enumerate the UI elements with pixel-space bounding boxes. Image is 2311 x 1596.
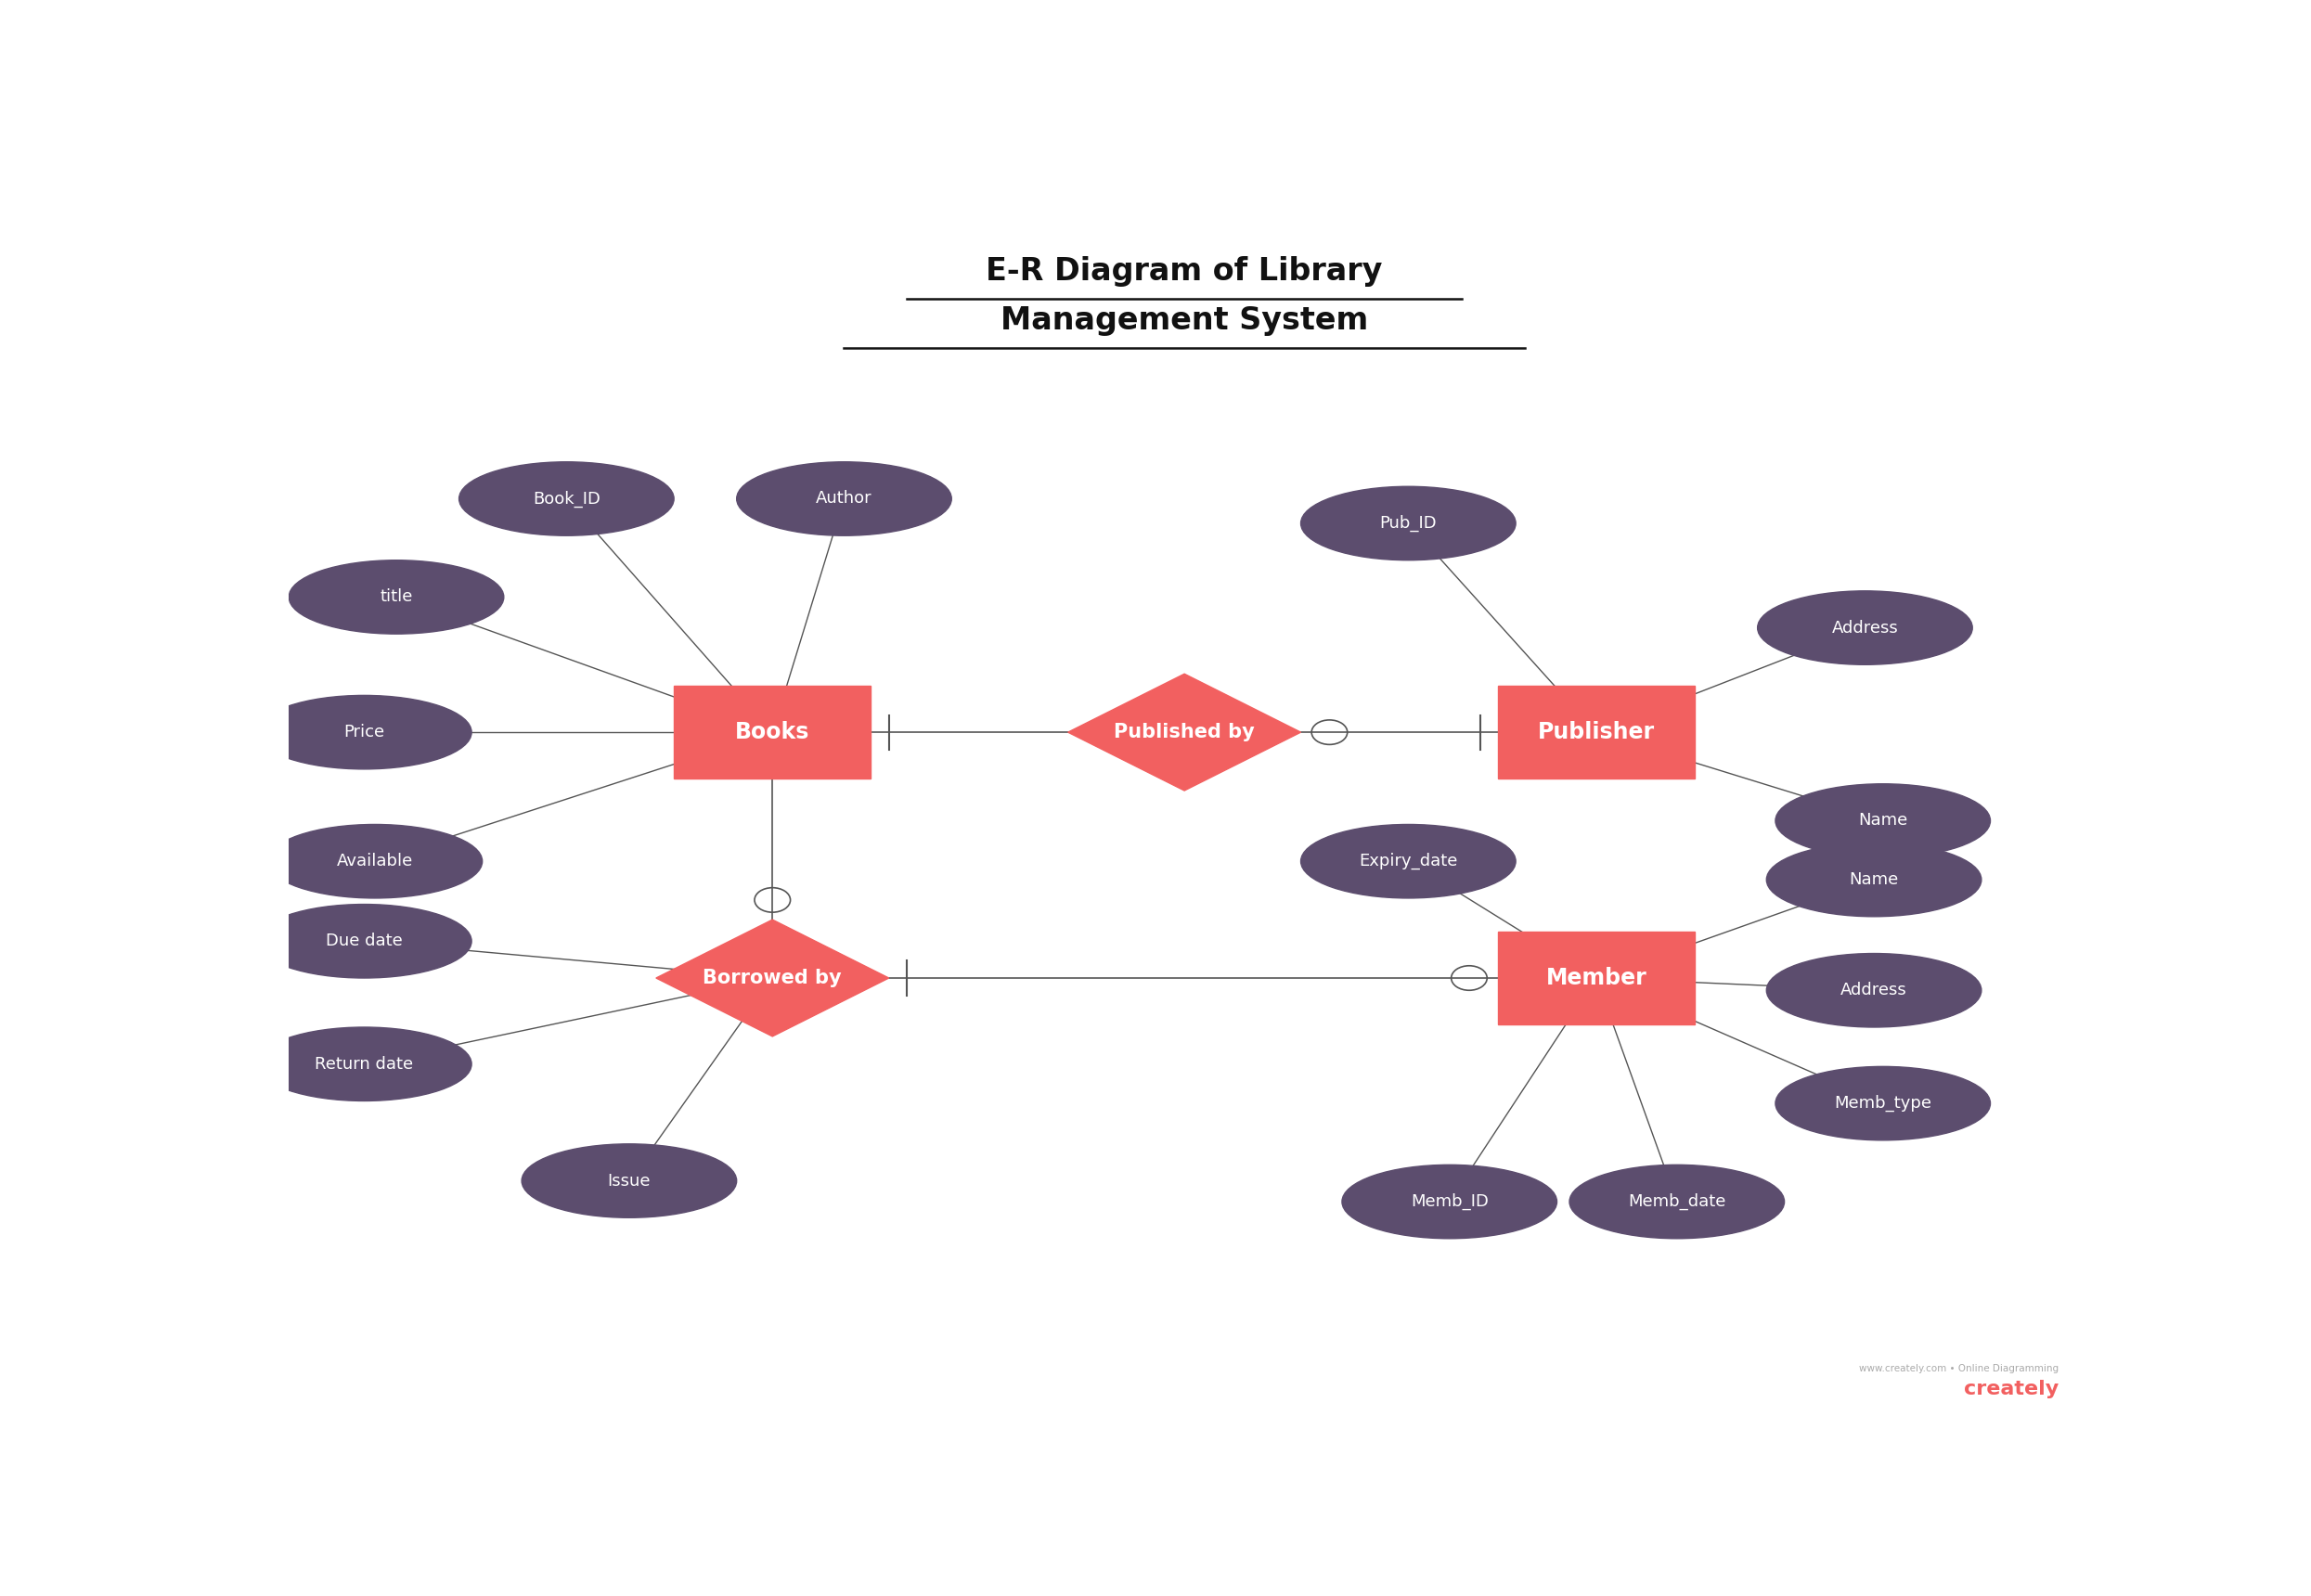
Ellipse shape [257,905,471,978]
Ellipse shape [1766,953,1981,1028]
Text: Price: Price [344,725,384,741]
Ellipse shape [737,461,952,536]
Ellipse shape [268,825,483,899]
Text: Memb_date: Memb_date [1627,1194,1726,1210]
Polygon shape [1068,674,1301,790]
Text: title: title [379,589,414,605]
Ellipse shape [522,1144,737,1218]
Text: Address: Address [1833,619,1897,637]
Text: Books: Books [735,721,809,744]
Text: Name: Name [1858,812,1907,828]
Text: Memb_ID: Memb_ID [1410,1194,1488,1210]
Ellipse shape [1301,487,1516,560]
Ellipse shape [1775,1066,1990,1140]
Text: Issue: Issue [608,1173,652,1189]
Ellipse shape [1759,591,1974,664]
Ellipse shape [1569,1165,1784,1238]
Text: Address: Address [1840,982,1907,999]
Ellipse shape [1766,843,1981,916]
Ellipse shape [289,560,504,634]
Ellipse shape [1301,825,1516,899]
Text: Expiry_date: Expiry_date [1359,852,1458,870]
Text: Publisher: Publisher [1537,721,1655,744]
Text: Borrowed by: Borrowed by [703,969,841,988]
Text: Due date: Due date [326,932,402,950]
Text: Member: Member [1546,967,1648,990]
Text: Author: Author [816,490,871,508]
Text: Available: Available [337,852,414,870]
Ellipse shape [460,461,675,536]
Text: Name: Name [1849,871,1900,887]
Ellipse shape [1343,1165,1558,1238]
Ellipse shape [1775,784,1990,857]
Text: Return date: Return date [314,1055,414,1073]
Text: E-R Diagram of Library: E-R Diagram of Library [987,255,1382,287]
FancyBboxPatch shape [1498,686,1694,779]
Text: Book_ID: Book_ID [532,490,601,508]
Text: Management System: Management System [1001,305,1368,335]
Text: Published by: Published by [1114,723,1255,742]
Text: www.creately.com • Online Diagramming: www.creately.com • Online Diagramming [1858,1365,2059,1374]
FancyBboxPatch shape [675,686,871,779]
Polygon shape [656,919,890,1036]
Text: Pub_ID: Pub_ID [1380,516,1437,531]
FancyBboxPatch shape [1498,932,1694,1025]
Text: creately: creately [1964,1381,2059,1398]
Ellipse shape [257,696,471,769]
Text: Memb_type: Memb_type [1835,1095,1932,1112]
Ellipse shape [257,1028,471,1101]
